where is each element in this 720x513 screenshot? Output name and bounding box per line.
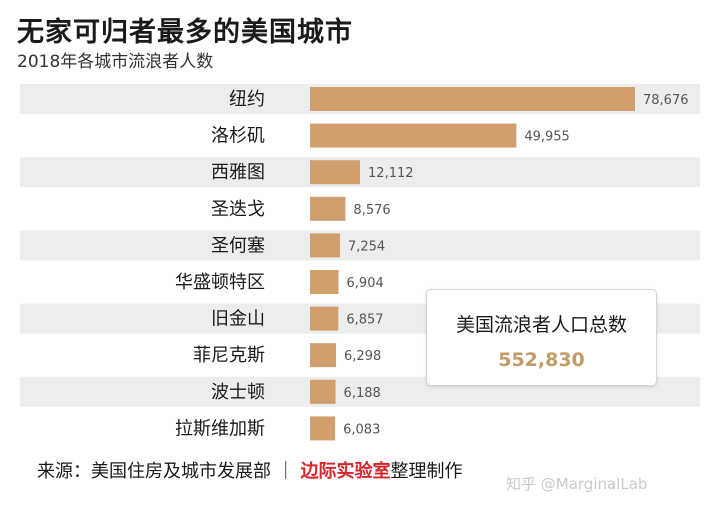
total-value: 552,830 <box>498 349 585 371</box>
category-label: 拉斯维加斯 <box>175 418 265 439</box>
value-label: 78,676 <box>643 93 689 108</box>
category-label: 纽约 <box>229 89 265 110</box>
value-label: 6,298 <box>344 349 381 364</box>
category-label: 圣迭戈 <box>211 199 265 220</box>
bar <box>310 233 340 258</box>
value-label: 49,955 <box>524 130 570 145</box>
value-label: 8,576 <box>353 203 390 218</box>
bar <box>310 306 339 331</box>
bar <box>310 87 635 111</box>
source-footer: 来源：美国住房及城市发展部 ｜ 边际实验室整理制作 <box>37 457 462 483</box>
value-label: 12,112 <box>368 166 414 181</box>
footer-suffix: 整理制作 <box>390 461 463 482</box>
bar <box>310 160 361 185</box>
total-label: 美国流浪者人口总数 <box>455 314 627 336</box>
value-label: 6,083 <box>343 422 380 437</box>
value-label: 6,857 <box>346 313 383 328</box>
bar <box>310 196 346 221</box>
category-label: 华盛顿特区 <box>175 272 265 293</box>
category-label: 圣何塞 <box>211 235 265 256</box>
category-label: 波士顿 <box>211 382 265 403</box>
value-label: 6,904 <box>347 276 384 291</box>
bar <box>310 379 336 404</box>
chart-title: 无家可归者最多的美国城市 <box>17 17 353 48</box>
lab-name: 边际实验室 <box>300 461 391 482</box>
total-callout: 美国流浪者人口总数 552,830 <box>426 289 657 386</box>
bar <box>310 343 337 368</box>
value-label: 6,188 <box>344 386 381 401</box>
category-label: 洛杉矶 <box>211 126 265 147</box>
category-label: 旧金山 <box>211 309 265 330</box>
bar <box>310 416 336 441</box>
bar <box>310 270 339 294</box>
category-label: 西雅图 <box>211 162 265 183</box>
row-band <box>20 230 700 261</box>
watermark: 知乎 @MarginalLab <box>506 475 648 493</box>
bar <box>310 123 517 148</box>
value-label: 7,254 <box>348 239 385 254</box>
source-text: 来源：美国住房及城市发展部 ｜ <box>37 461 301 482</box>
chart-subtitle: 2018年各城市流浪者人数 <box>17 52 214 72</box>
category-label: 菲尼克斯 <box>193 345 265 366</box>
